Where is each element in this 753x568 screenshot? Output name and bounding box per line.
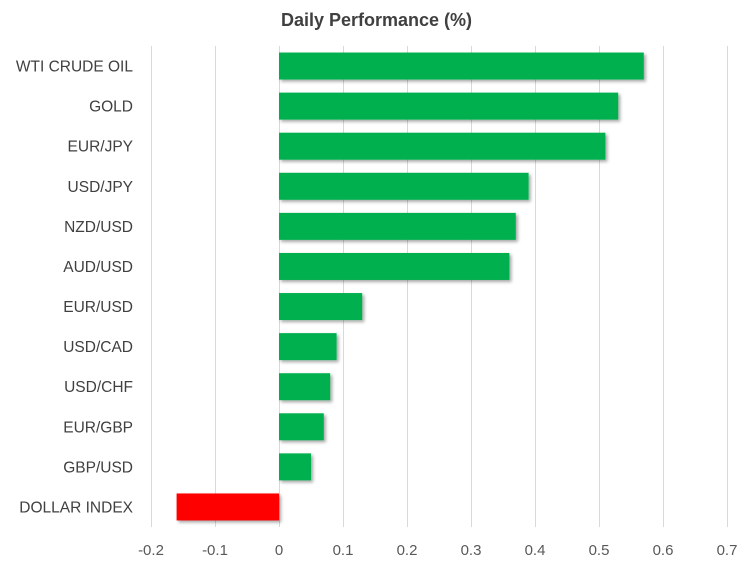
- category-labels: WTI CRUDE OIL GOLD EUR/JPY USD/JPY NZD/USD AU…: [16, 59, 134, 517]
- x-tick-label: 0: [275, 542, 283, 559]
- category-label: NZD/USD: [64, 219, 133, 236]
- x-tick-label: 0.1: [333, 542, 354, 559]
- category-label: DOLLAR INDEX: [19, 499, 133, 516]
- x-tick-label: -0.1: [202, 542, 228, 559]
- x-tick-label: 0.5: [589, 542, 610, 559]
- category-label: WTI CRUDE OIL: [16, 59, 133, 76]
- bar: [279, 252, 510, 280]
- bar: [176, 493, 279, 521]
- category-label: EUR/USD: [63, 299, 133, 316]
- bar: [279, 413, 324, 441]
- bar: [279, 293, 363, 321]
- category-label: GOLD: [89, 99, 133, 116]
- bar: [279, 453, 311, 481]
- bar: [279, 333, 337, 361]
- bar: [279, 92, 619, 120]
- bar: [279, 172, 529, 200]
- bar: [279, 52, 644, 80]
- category-label: EUR/GBP: [63, 419, 133, 436]
- bar: [279, 373, 331, 401]
- x-tick-label: 0.6: [653, 542, 674, 559]
- chart-title: Daily Performance (%): [280, 10, 473, 30]
- category-label: USD/CAD: [63, 339, 133, 356]
- gridlines: [151, 46, 728, 527]
- category-label: GBP/USD: [63, 459, 133, 476]
- x-axis-ticks: -0.2 -0.1 0 0.1 0.2 0.3 0.4 0.5 0.6 0.7: [138, 542, 737, 559]
- x-tick-label: -0.2: [138, 542, 164, 559]
- x-tick-label: 0.3: [461, 542, 482, 559]
- category-label: USD/CHF: [64, 379, 133, 396]
- bar: [279, 212, 516, 240]
- category-label: AUD/USD: [63, 259, 133, 276]
- x-tick-label: 0.7: [717, 542, 738, 559]
- bar: [279, 132, 606, 160]
- category-label: USD/JPY: [68, 179, 133, 196]
- category-label: EUR/JPY: [68, 139, 133, 156]
- bars: [176, 52, 644, 521]
- x-tick-label: 0.2: [397, 542, 418, 559]
- x-tick-label: 0.4: [525, 542, 546, 559]
